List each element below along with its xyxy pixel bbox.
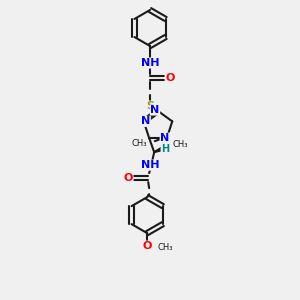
Text: CH₃: CH₃ [157,243,173,252]
Text: CH₃: CH₃ [172,140,188,148]
Text: N: N [160,133,170,143]
Text: O: O [142,241,152,251]
Text: O: O [124,173,133,183]
Text: NH: NH [141,58,159,68]
Text: S: S [146,101,154,111]
Text: NH: NH [141,160,159,170]
Text: N: N [141,116,150,126]
Text: CH₃: CH₃ [131,139,147,148]
Text: H: H [161,144,169,154]
Text: N: N [150,105,160,115]
Text: O: O [165,73,175,83]
